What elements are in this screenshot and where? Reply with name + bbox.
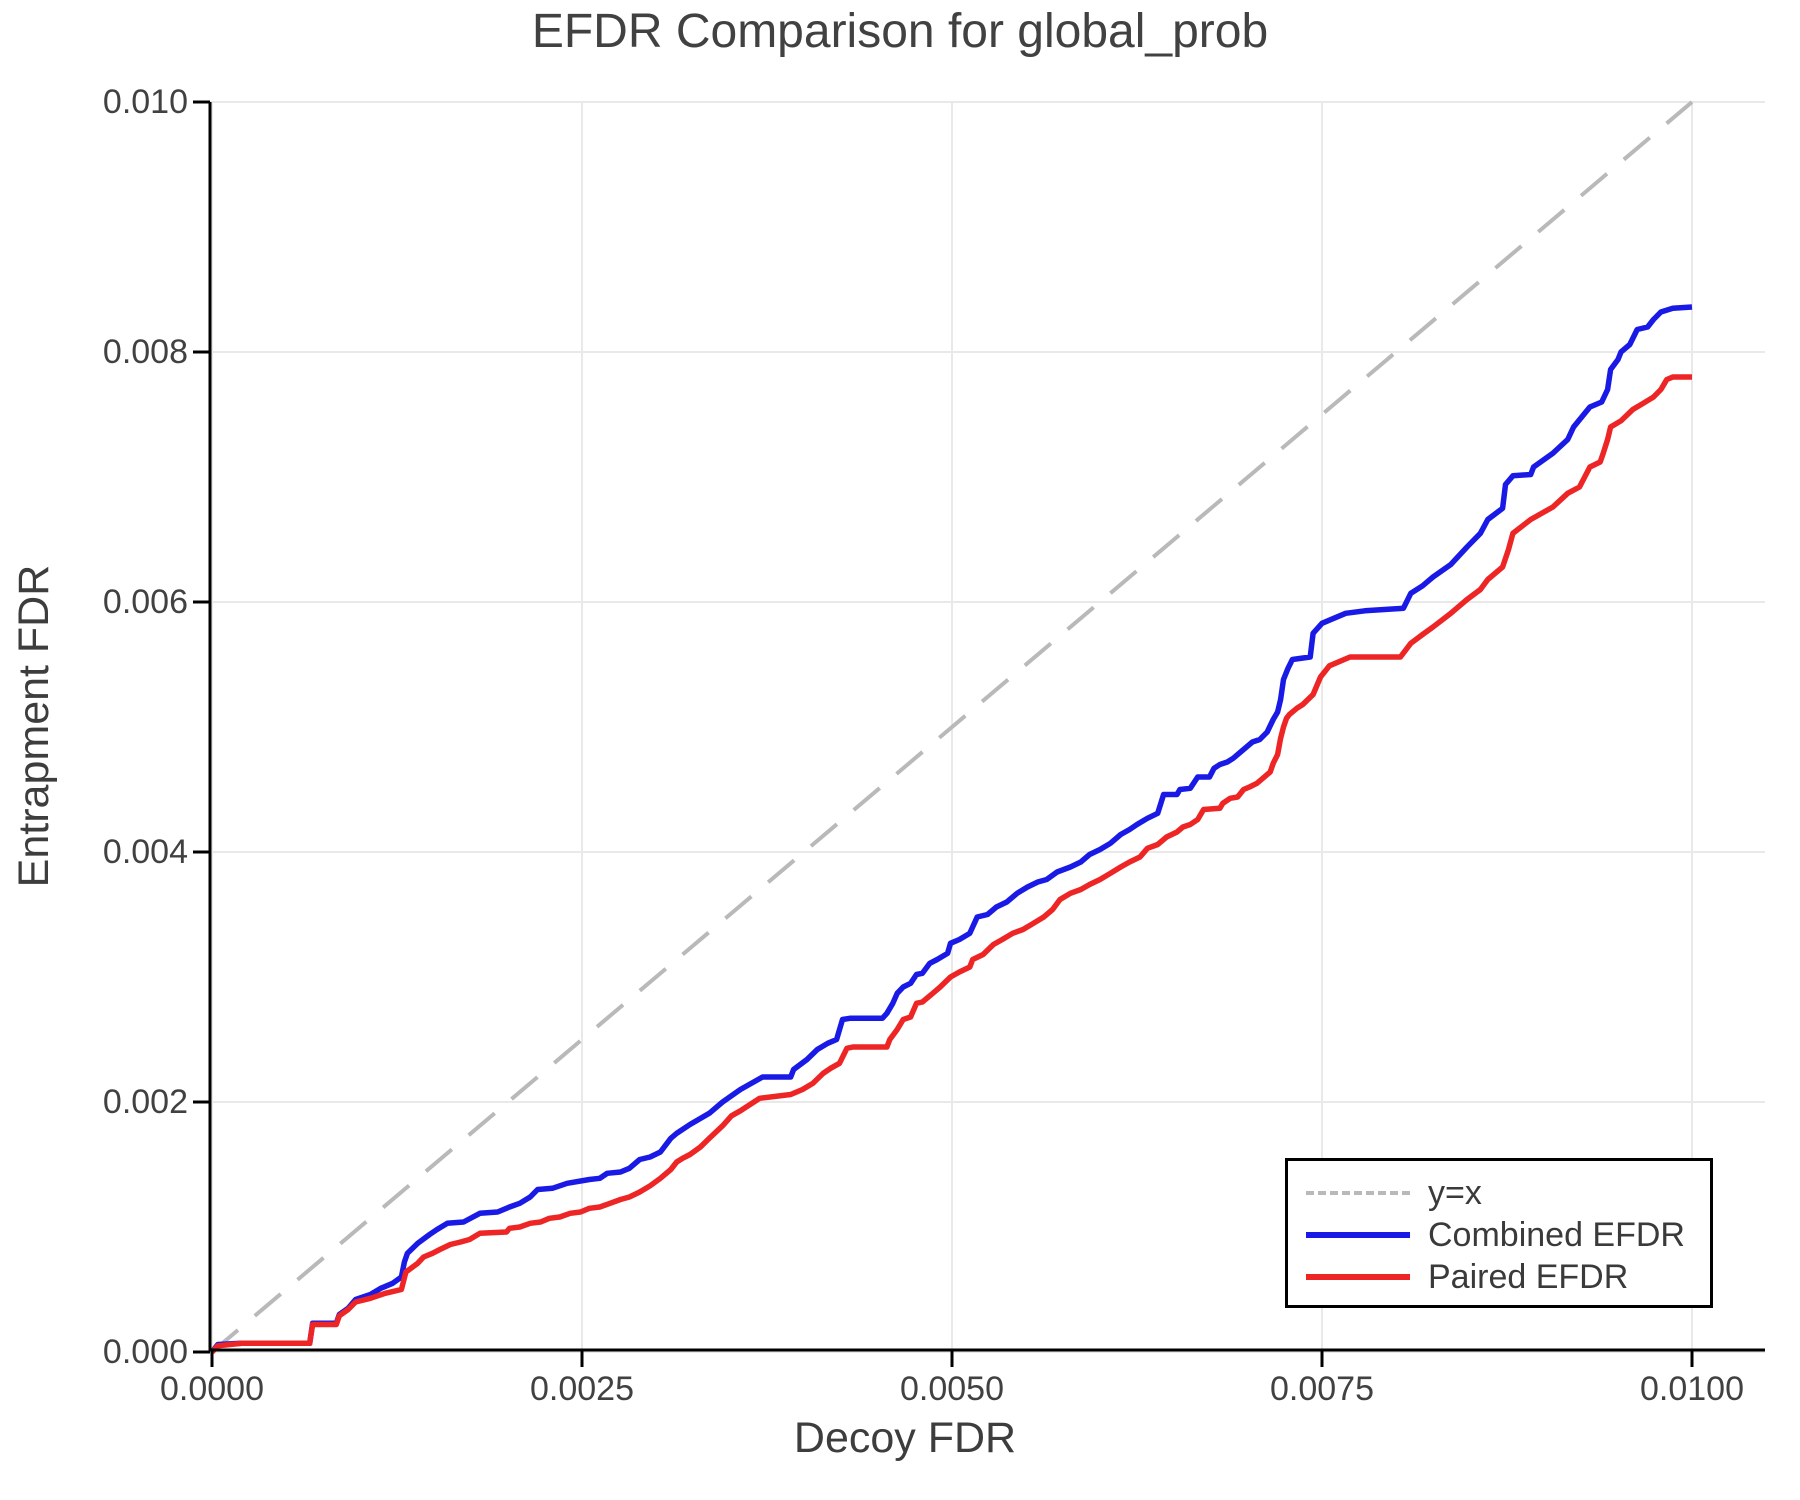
chart-title: EFDR Comparison for global_prob <box>531 5 1269 58</box>
series-line-combined-efdr <box>209 304 1693 1354</box>
series-line-paired-efdr <box>210 374 1692 1354</box>
legend-item-combined: Combined EFDR <box>1306 1214 1710 1256</box>
gridlines <box>210 101 1765 1353</box>
y-tick-label: 0.008 <box>102 333 188 371</box>
y-tick-label: 0.010 <box>102 83 188 121</box>
legend-label: y=x <box>1428 1173 1482 1212</box>
legend-label: Paired EFDR <box>1428 1257 1629 1296</box>
series-lines <box>209 100 1694 1354</box>
combined-line-sample <box>1306 1232 1410 1238</box>
x-tick-label: 0.0025 <box>530 1370 634 1408</box>
paired-line-sample <box>1306 1274 1410 1280</box>
x-tick-label: 0.0075 <box>1270 1370 1374 1408</box>
x-tick-label: 0.0000 <box>160 1370 264 1408</box>
x-tick-label: 0.0050 <box>900 1370 1004 1408</box>
legend: y=x Combined EFDR Paired EFDR <box>1285 1158 1713 1308</box>
y-axis-label: Entrapment FDR <box>10 564 58 888</box>
x-axis-label: Decoy FDR <box>793 1414 1017 1462</box>
identity-line-sample <box>1306 1191 1410 1195</box>
y-tick-label: 0.006 <box>102 583 188 621</box>
legend-item-identity: y=x <box>1306 1172 1710 1214</box>
series-line-y-x <box>210 100 1694 1354</box>
y-tick-label: 0.004 <box>102 833 188 871</box>
legend-item-paired: Paired EFDR <box>1306 1256 1710 1298</box>
x-tick-label: 0.0100 <box>1640 1370 1744 1408</box>
y-tick-label: 0.000 <box>102 1333 188 1371</box>
y-tick-label: 0.002 <box>102 1083 188 1121</box>
legend-label: Combined EFDR <box>1428 1215 1685 1254</box>
axes-spines-and-ticks <box>193 100 1765 1367</box>
